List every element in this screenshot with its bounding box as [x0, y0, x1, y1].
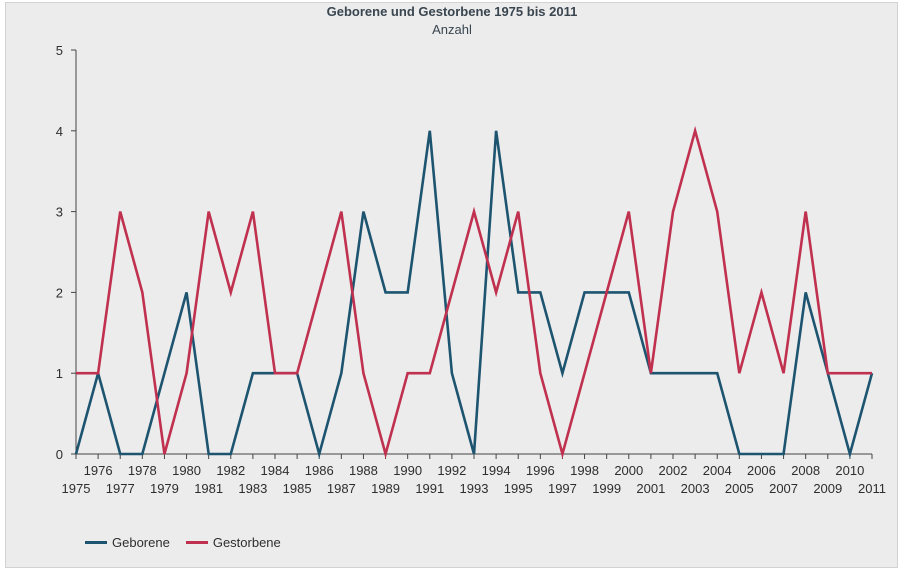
x-tick-label: 1999 [592, 481, 621, 496]
x-tick-label: 2008 [791, 463, 820, 478]
x-tick-label: 2005 [725, 481, 754, 496]
x-tick-label: 1986 [305, 463, 334, 478]
y-tick-label: 5 [56, 43, 63, 58]
x-tick-label: 1992 [437, 463, 466, 478]
x-tick-label: 2001 [636, 481, 665, 496]
x-tick-label: 1978 [128, 463, 157, 478]
legend-item-gestorbene: Gestorbene [185, 534, 281, 550]
x-tick-label: 1987 [327, 481, 356, 496]
x-tick-label: 1981 [194, 481, 223, 496]
series-line-geborene [74, 130, 874, 459]
x-tick-label: 1975 [62, 481, 91, 496]
series-line-gestorbene [76, 125, 872, 459]
y-tick-label: 4 [56, 124, 63, 139]
series-layer [74, 125, 874, 459]
x-tick-label: 1979 [150, 481, 179, 496]
x-tick-label: 2007 [769, 481, 798, 496]
x-tick-label: 1990 [393, 463, 422, 478]
x-tick-label: 1991 [415, 481, 444, 496]
legend-item-geborene: Geborene [85, 535, 170, 550]
y-tick-label: 0 [56, 447, 63, 462]
x-tick-label: 1980 [172, 463, 201, 478]
x-tick-label: 2003 [681, 481, 710, 496]
x-tick-label: 1984 [261, 463, 290, 478]
x-tick-label: 1995 [504, 481, 533, 496]
x-tick-label: 1996 [526, 463, 555, 478]
x-tick-label: 2000 [614, 463, 643, 478]
x-tick-label: 2006 [747, 463, 776, 478]
y-tick-label: 3 [56, 205, 63, 220]
x-tick-label: 1993 [460, 481, 489, 496]
x-tick-label: 1983 [238, 481, 267, 496]
x-tick-label: 2009 [813, 481, 842, 496]
chart-title: Geborene und Gestorbene 1975 bis 2011 [326, 4, 578, 19]
legend-label: Gestorbene [212, 534, 281, 550]
x-tick-label: 1976 [84, 463, 113, 478]
y-tick-label: 2 [56, 285, 63, 300]
x-tick-label: 1977 [106, 481, 135, 496]
x-tick-label: 1997 [548, 481, 577, 496]
legend: Geborene Gestorbene [85, 532, 297, 552]
x-tick-label: 2011 [858, 481, 886, 496]
legend-label: Geborene [112, 534, 170, 550]
x-tick-label: 1985 [283, 481, 312, 496]
legend-swatch [185, 540, 208, 544]
x-tick-label: 1998 [570, 463, 599, 478]
chart-subtitle: Anzahl [432, 22, 472, 37]
x-tick-label: 2002 [659, 463, 688, 478]
x-tick-label: 2004 [703, 463, 732, 478]
y-tick-label: 1 [56, 366, 63, 381]
x-tick-label: 2010 [835, 463, 864, 478]
x-tick-label: 1988 [349, 463, 378, 478]
x-tick-label: 1994 [482, 463, 511, 478]
x-tick-label: 1982 [216, 463, 245, 478]
chart-frame [5, 2, 898, 568]
tick-labels: 0 1 2 3 4 5 1975 1976 1977 1978 1979 1980 1981 1982 19… [56, 43, 886, 496]
legend-swatch [85, 540, 107, 544]
x-tick-label: 1989 [371, 481, 400, 496]
axes [71, 49, 873, 459]
